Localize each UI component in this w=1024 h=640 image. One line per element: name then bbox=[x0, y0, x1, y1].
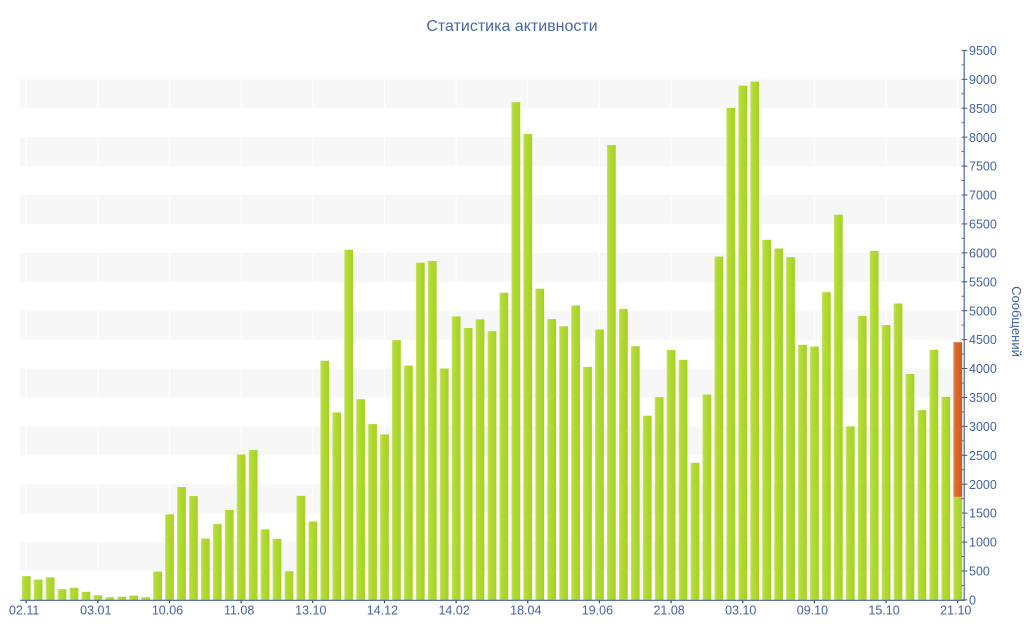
svg-text:6000: 6000 bbox=[969, 246, 997, 260]
svg-text:2500: 2500 bbox=[969, 449, 997, 463]
svg-text:14.12: 14.12 bbox=[367, 604, 398, 618]
svg-text:11.08: 11.08 bbox=[224, 604, 254, 618]
svg-text:500: 500 bbox=[969, 565, 990, 579]
svg-text:5000: 5000 bbox=[969, 304, 997, 318]
svg-text:4500: 4500 bbox=[969, 333, 997, 347]
svg-text:09.10: 09.10 bbox=[797, 604, 828, 618]
svg-text:4000: 4000 bbox=[969, 362, 997, 376]
svg-text:21.10: 21.10 bbox=[940, 604, 971, 618]
svg-text:18.04: 18.04 bbox=[510, 604, 541, 618]
svg-text:Статистика активности: Статистика активности bbox=[426, 18, 597, 35]
svg-text:2000: 2000 bbox=[969, 478, 997, 492]
svg-text:3000: 3000 bbox=[969, 420, 997, 434]
svg-text:7000: 7000 bbox=[969, 189, 997, 203]
svg-text:6500: 6500 bbox=[969, 218, 997, 232]
svg-text:02.11: 02.11 bbox=[9, 604, 39, 618]
svg-text:10.06: 10.06 bbox=[152, 604, 183, 618]
svg-text:21.08: 21.08 bbox=[653, 604, 684, 618]
svg-text:9000: 9000 bbox=[969, 73, 997, 87]
svg-text:0: 0 bbox=[969, 594, 976, 608]
svg-text:03.10: 03.10 bbox=[725, 604, 756, 618]
svg-text:8000: 8000 bbox=[969, 131, 997, 145]
svg-text:1000: 1000 bbox=[969, 536, 997, 550]
svg-text:3500: 3500 bbox=[969, 391, 997, 405]
svg-text:7500: 7500 bbox=[969, 160, 997, 174]
svg-text:19.06: 19.06 bbox=[582, 604, 613, 618]
svg-text:13.10: 13.10 bbox=[295, 604, 326, 618]
svg-text:1500: 1500 bbox=[969, 507, 997, 521]
svg-text:15.10: 15.10 bbox=[868, 604, 899, 618]
svg-text:8500: 8500 bbox=[969, 102, 997, 116]
svg-text:9500: 9500 bbox=[969, 44, 997, 58]
svg-text:5500: 5500 bbox=[969, 275, 997, 289]
svg-text:14.02: 14.02 bbox=[438, 604, 469, 618]
svg-text:Сообщений: Сообщений bbox=[1009, 286, 1024, 357]
svg-text:03.01: 03.01 bbox=[80, 604, 111, 618]
